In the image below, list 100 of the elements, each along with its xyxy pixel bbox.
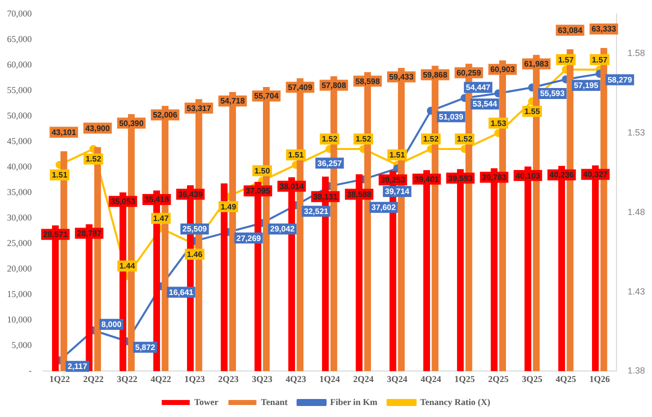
data-label: 58,279 [608,76,633,85]
legend-label: Tenancy Ratio (X) [420,396,490,407]
y2-tick-label: 1.48 [627,206,646,217]
y2-tick-label: 1.43 [627,286,646,296]
x-tick-label: 4Q22 [150,374,172,384]
y-tick-label: 40,000 [7,161,32,172]
y-tick-label: 45,000 [7,136,32,146]
y-tick-label: 5,000 [12,340,32,350]
data-label: 1.51 [52,170,68,180]
data-label: 1.52 [356,134,372,144]
y-tick-label: 30,000 [7,212,32,222]
data-label: 51,039 [438,112,464,122]
y-tick-label: 15,000 [7,289,32,300]
data-label: 54,718 [220,96,246,106]
data-label: 37,095 [246,186,271,196]
data-label: 39,593 [448,174,474,183]
x-tick-label: 3Q23 [252,374,273,384]
data-label: 54,447 [466,83,491,92]
data-label: 16,641 [168,288,194,297]
data-label: 27,269 [236,234,262,243]
data-label: 60,259 [456,68,482,78]
legend-label: Fiber in Km [330,396,378,407]
data-label: 59,433 [389,72,414,82]
data-label: 40,236 [549,170,574,180]
data-label: 39,401 [414,174,440,184]
x-tick-label: 4Q24 [420,374,442,384]
y-tick-label: 35,000 [7,186,32,197]
y-tick-label: 65,000 [7,34,32,44]
data-label: 55,704 [254,92,280,101]
data-label: 50,390 [119,118,144,128]
data-label: 1.57 [558,55,574,64]
data-label: 1.44 [119,262,136,271]
data-label: 53,544 [472,100,498,109]
x-tick-label: 3Q24 [386,374,408,384]
data-label: 1.55 [524,107,540,116]
y-tick-label: 70,000 [7,8,32,18]
data-label: 5,872 [135,342,156,352]
data-label: 1.50 [254,166,270,176]
data-label: 1.51 [288,150,304,160]
x-tick-label: 1Q25 [454,374,476,384]
data-label: 58,598 [355,76,380,86]
data-label: 28,571 [43,230,68,240]
data-label: 40,327 [583,170,608,180]
data-label: 29,042 [270,224,296,234]
y2-tick-label: 1.58 [627,48,646,58]
y2-tick-label: 1.38 [627,366,646,376]
data-label: 1.47 [153,214,170,224]
data-label: 57,808 [322,80,347,90]
data-label: 60,903 [490,65,516,74]
data-label: 63,084 [558,26,583,35]
data-label: 40,103 [516,171,541,180]
y-tick-label: - [28,366,32,376]
data-label: 38,131 [313,192,338,202]
data-label: 39,714 [384,187,410,196]
data-label: 1.53 [490,118,507,128]
data-label: 36,439 [178,190,204,199]
data-label: 28,787 [76,229,102,238]
x-tick-label: 2Q25 [488,374,510,384]
data-label: 59,868 [422,70,448,80]
data-label: 39,783 [482,172,507,182]
data-label: 57,409 [288,82,313,92]
data-label: 35,418 [144,195,170,204]
x-tick-label: 4Q23 [286,374,307,384]
data-label: 52,006 [152,110,178,120]
y-tick-label: 10,000 [7,314,32,325]
y2-tick-label: 1.53 [627,128,646,138]
legend-label: Tower [194,396,218,407]
data-label: 8,000 [101,320,122,330]
data-label: 63,333 [592,24,617,34]
x-tick-label: 1Q26 [589,374,610,384]
data-label: 1.52 [423,134,440,144]
data-label: 25,509 [182,224,208,234]
data-label: 39,253 [380,176,406,185]
y-tick-label: 20,000 [7,264,32,274]
data-label: 57,195 [574,81,599,90]
data-label: 55,593 [540,89,566,98]
legend-label: Tenant [260,396,288,407]
data-label: 1.49 [220,202,237,212]
data-label: 2,117 [68,362,88,372]
y-tick-label: 55,000 [7,84,32,95]
y-tick-label: 50,000 [7,110,32,120]
y-tick-label: 25,000 [7,238,32,248]
data-label: 38,588 [346,190,372,199]
data-label: 1.52 [456,134,473,144]
data-label: 1.46 [186,250,203,259]
data-label: 1.52 [86,154,102,164]
x-tick-label: 4Q25 [556,374,577,384]
data-label: 35,053 [110,197,136,206]
data-label: 38,014 [279,182,304,191]
x-tick-label: 1Q24 [319,374,340,384]
data-label: 43,101 [52,128,77,137]
x-tick-label: 1Q23 [184,374,206,384]
x-tick-label: 3Q25 [522,374,543,384]
x-tick-label: 1Q22 [49,374,70,384]
data-label: 1.52 [322,134,338,144]
data-label: 53,317 [186,104,212,113]
data-label: 43,900 [85,124,110,133]
x-tick-label: 2Q24 [353,374,374,384]
data-label: 61,983 [524,60,550,69]
data-label: 1.51 [389,150,406,160]
